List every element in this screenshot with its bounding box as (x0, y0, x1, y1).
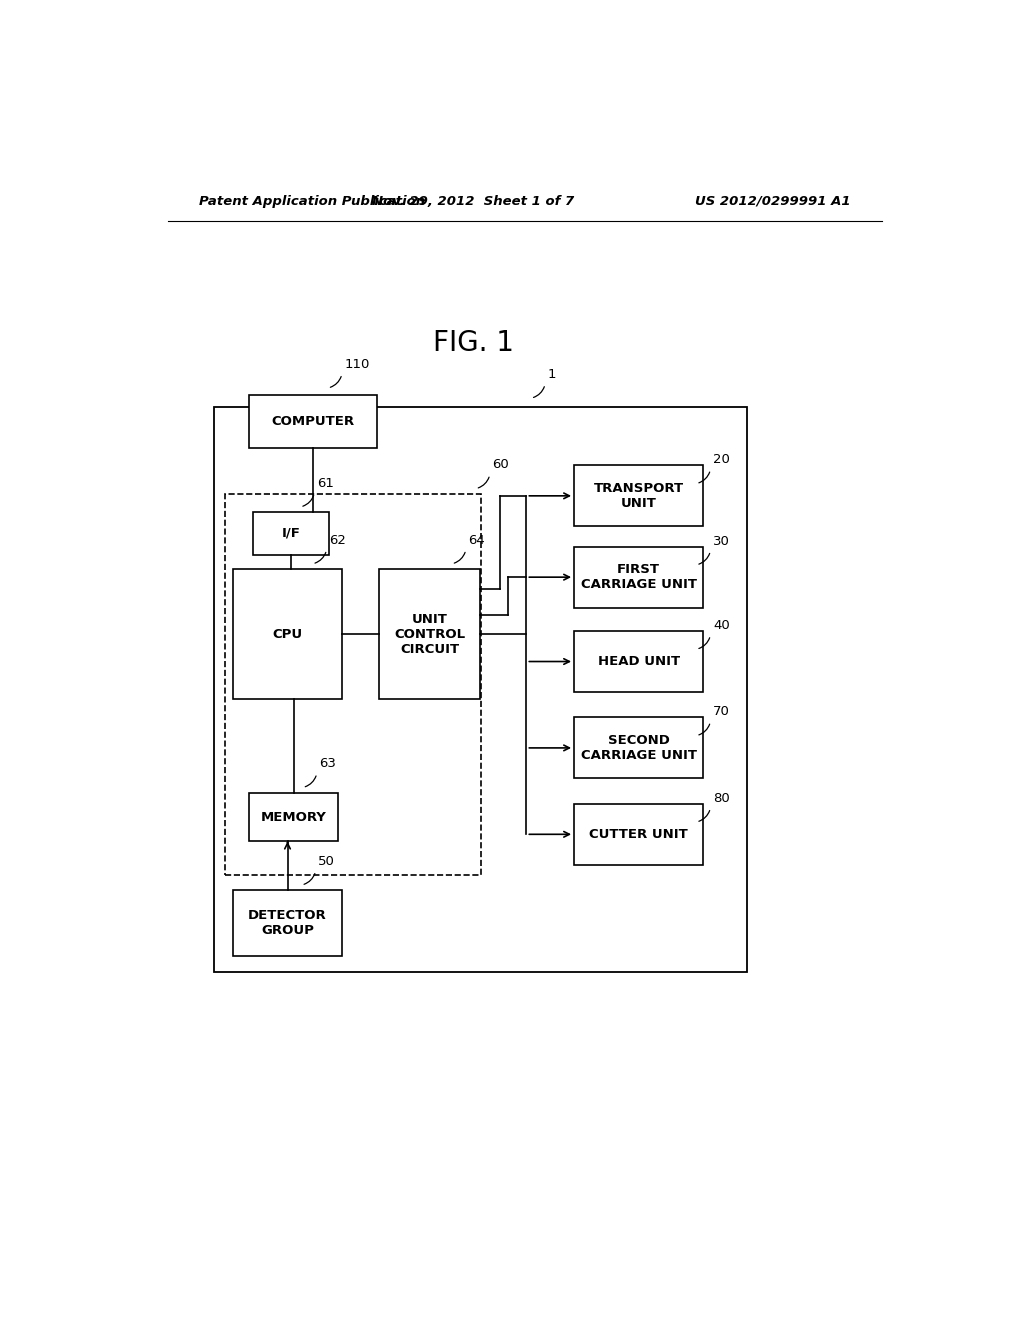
Text: 62: 62 (329, 533, 346, 546)
Text: 30: 30 (713, 535, 730, 548)
Bar (574, 718, 703, 779)
Bar (253, 512, 329, 554)
Bar (574, 546, 703, 607)
Text: DETECTOR
GROUP: DETECTOR GROUP (248, 909, 327, 937)
Text: FIG. 1: FIG. 1 (433, 330, 514, 358)
Text: I/F: I/F (282, 527, 300, 540)
Bar (574, 466, 703, 527)
Text: MEMORY: MEMORY (261, 810, 327, 824)
Bar (250, 792, 338, 841)
Text: FIRST
CARRIAGE UNIT: FIRST CARRIAGE UNIT (581, 564, 696, 591)
Text: CPU: CPU (272, 627, 302, 640)
Text: 64: 64 (468, 533, 485, 546)
Text: Patent Application Publication: Patent Application Publication (200, 194, 426, 207)
Text: 63: 63 (319, 758, 336, 771)
Text: COMPUTER: COMPUTER (271, 416, 354, 428)
Text: 110: 110 (344, 358, 370, 371)
Bar (232, 569, 342, 700)
Text: 20: 20 (713, 453, 730, 466)
Text: 80: 80 (713, 792, 730, 805)
Bar (379, 569, 480, 700)
Text: 1: 1 (548, 368, 556, 381)
Text: 40: 40 (713, 619, 730, 632)
Text: Nov. 29, 2012  Sheet 1 of 7: Nov. 29, 2012 Sheet 1 of 7 (372, 194, 574, 207)
Bar (249, 395, 377, 447)
Text: CUTTER UNIT: CUTTER UNIT (589, 828, 688, 841)
Text: HEAD UNIT: HEAD UNIT (598, 655, 680, 668)
Text: 70: 70 (713, 705, 730, 718)
Text: SECOND
CARRIAGE UNIT: SECOND CARRIAGE UNIT (581, 734, 696, 762)
Text: 60: 60 (493, 458, 509, 471)
Bar (574, 804, 703, 865)
Bar (574, 631, 703, 692)
Text: US 2012/0299991 A1: US 2012/0299991 A1 (694, 194, 850, 207)
Text: 61: 61 (316, 477, 334, 490)
Bar (232, 890, 342, 956)
Bar (214, 408, 748, 972)
Text: TRANSPORT
UNIT: TRANSPORT UNIT (594, 482, 684, 510)
Text: 50: 50 (318, 855, 335, 867)
Text: UNIT
CONTROL
CIRCUIT: UNIT CONTROL CIRCUIT (394, 612, 465, 656)
Bar (225, 494, 481, 875)
